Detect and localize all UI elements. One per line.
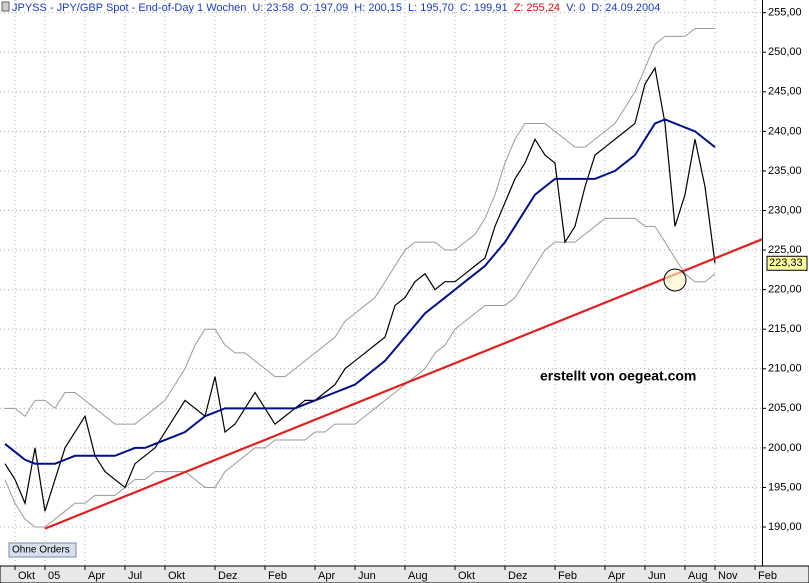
y-tick-label: 225,00 <box>768 244 802 256</box>
y-tick-label: 240,00 <box>768 125 802 137</box>
last-price-box <box>766 255 808 271</box>
x-tick-label: Okt <box>168 570 185 582</box>
x-tick-label: Aug <box>408 570 428 582</box>
y-tick-label: 245,00 <box>768 86 802 98</box>
header-item: H: 200,15 <box>354 2 402 14</box>
x-tick-label: Okt <box>18 570 35 582</box>
series-line <box>4 217 716 528</box>
y-tick-label: 255,00 <box>768 7 802 19</box>
x-tick-label: Nov <box>718 570 738 582</box>
y-tick-label: 190,00 <box>768 521 802 533</box>
x-tick-label: Okt <box>458 570 475 582</box>
annotation: erstellt von oegeat.com <box>540 368 696 384</box>
header-item: L: 195,70 <box>408 2 454 14</box>
y-tick-label: 205,00 <box>768 402 802 414</box>
header-item: V: 0 <box>566 2 585 14</box>
plot <box>4 27 763 530</box>
x-tick-label: Apr <box>88 570 105 582</box>
y-tick-label: 220,00 <box>768 284 802 296</box>
x-tick-label: Jun <box>648 570 666 582</box>
header: JPYSS - JPY/GBP Spot - End-of-Day 1 Woch… <box>12 2 660 14</box>
header-item: U: 23:58 <box>252 2 294 14</box>
highlight-circle <box>663 268 687 292</box>
x-tick-label: Feb <box>558 570 577 582</box>
x-tick-label: Dez <box>508 570 528 582</box>
header-item: D: 24.09.2004 <box>591 2 660 14</box>
y-tick-label: 210,00 <box>768 363 802 375</box>
x-tick-label: Jul <box>128 570 142 582</box>
button-label[interactable]: Ohne Orders <box>12 545 70 556</box>
series-line <box>4 66 716 512</box>
y-tick-label: 250,00 <box>768 46 802 58</box>
x-tick-label: Apr <box>608 570 625 582</box>
y-tick-label: 195,00 <box>768 481 802 493</box>
button[interactable] <box>8 542 77 558</box>
y-tick-label: 215,00 <box>768 323 802 335</box>
trendline <box>44 238 763 530</box>
last-price-label: 223,33 <box>769 257 803 269</box>
y-tick-label: 235,00 <box>768 165 802 177</box>
x-tick-label: Dez <box>218 570 238 582</box>
x-tick-label: Jun <box>358 570 376 582</box>
x-tick-label: Feb <box>758 570 777 582</box>
header-item: C: 199,91 <box>460 2 508 14</box>
header-item: Z: 255,24 <box>514 2 560 14</box>
series-line <box>5 27 715 425</box>
y-tick-label: 200,00 <box>768 442 802 454</box>
y-tick-label: 230,00 <box>768 204 802 216</box>
x-tick-label: 05 <box>48 570 60 582</box>
header-item: O: 197,09 <box>300 2 348 14</box>
header-item: JPYSS - JPY/GBP Spot - End-of-Day 1 Woch… <box>12 2 246 14</box>
header-icon <box>1 1 10 12</box>
x-tick-label: Feb <box>268 570 287 582</box>
series-line <box>4 118 716 465</box>
grid <box>0 0 762 565</box>
x-tick-label: Apr <box>318 570 335 582</box>
x-tick-label: Aug <box>688 570 708 582</box>
